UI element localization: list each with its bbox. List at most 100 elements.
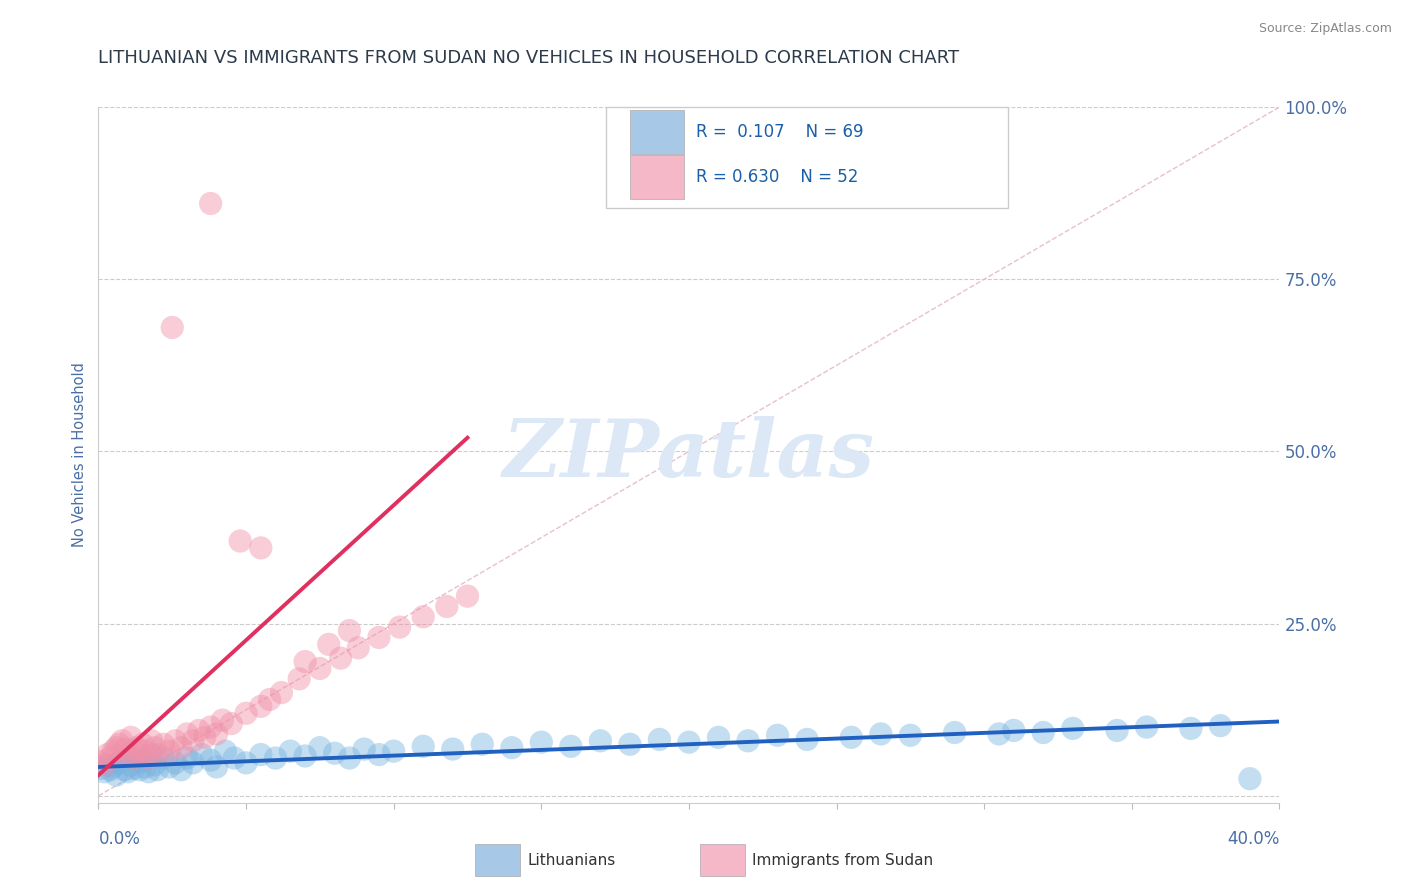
Point [353,742,375,756]
Point [157,744,180,758]
Point [105,768,128,782]
Point [250,699,273,714]
Point [111,733,134,747]
Point [219,716,242,731]
Point [211,713,233,727]
Point [501,740,523,755]
Point [200,196,222,211]
Point [309,740,332,755]
Point [200,753,222,767]
Text: R =  0.107    N = 69: R = 0.107 N = 69 [696,123,863,141]
Point [1180,722,1202,736]
Text: 0.0%: 0.0% [98,830,141,848]
Point [96,758,118,772]
Point [1209,719,1232,733]
Point [93,758,115,772]
Point [170,763,193,777]
Point [1002,723,1025,738]
Text: Source: ZipAtlas.com: Source: ZipAtlas.com [1258,22,1392,36]
Point [560,739,582,754]
Point [436,599,458,614]
Point [250,747,273,762]
Point [157,760,180,774]
Point [108,737,131,751]
Point [347,640,370,655]
Point [117,764,139,779]
Point [309,661,332,675]
Point [128,747,150,762]
Point [120,758,142,772]
Point [165,733,187,747]
Point [191,747,214,762]
Point [103,760,125,774]
Point [382,744,405,758]
Point [841,731,863,745]
FancyBboxPatch shape [630,111,683,154]
Point [589,733,612,747]
Point [368,747,391,762]
Point [141,733,163,747]
Point [288,672,311,686]
Point [103,744,125,758]
Point [1032,725,1054,739]
Point [141,747,163,762]
Point [146,747,169,762]
Point [176,751,198,765]
Point [187,723,209,738]
Point [96,747,118,762]
Point [766,728,789,742]
Point [122,751,145,765]
Text: 40.0%: 40.0% [1227,830,1279,848]
Point [388,620,411,634]
Point [128,763,150,777]
Point [318,637,340,651]
Point [214,744,236,758]
Point [90,755,112,769]
Point [114,763,136,777]
Point [135,744,157,758]
Point [441,742,464,756]
Point [111,753,134,767]
Point [235,756,257,770]
Point [259,692,281,706]
Point [323,746,346,760]
Text: LITHUANIAN VS IMMIGRANTS FROM SUDAN NO VEHICLES IN HOUSEHOLD CORRELATION CHART: LITHUANIAN VS IMMIGRANTS FROM SUDAN NO V… [98,49,959,67]
Point [181,733,204,747]
Point [943,725,966,739]
Point [120,731,142,745]
Text: ZIPatlas: ZIPatlas [503,417,875,493]
Point [368,631,391,645]
Point [278,744,302,758]
Point [707,731,730,745]
FancyBboxPatch shape [630,155,683,199]
Point [143,758,166,772]
Point [869,727,891,741]
Point [170,740,193,755]
Point [339,624,360,638]
Point [294,748,316,763]
Point [1135,720,1157,734]
Point [264,751,287,765]
Point [205,760,228,774]
Point [117,747,139,762]
Point [412,739,434,754]
Point [125,740,148,755]
Point [146,763,169,777]
Point [98,763,121,777]
Point [235,706,257,721]
Text: Immigrants from Sudan: Immigrants from Sudan [752,854,934,868]
Point [619,737,641,751]
Point [90,761,112,775]
Point [737,733,759,747]
Point [194,731,217,745]
Point [114,742,136,756]
Point [98,751,121,765]
Text: Lithuanians: Lithuanians [527,854,616,868]
Point [132,737,155,751]
FancyBboxPatch shape [606,107,1008,208]
Point [152,737,174,751]
Point [250,541,273,555]
Text: R = 0.630    N = 52: R = 0.630 N = 52 [696,169,858,186]
Point [205,727,228,741]
Point [135,760,157,774]
